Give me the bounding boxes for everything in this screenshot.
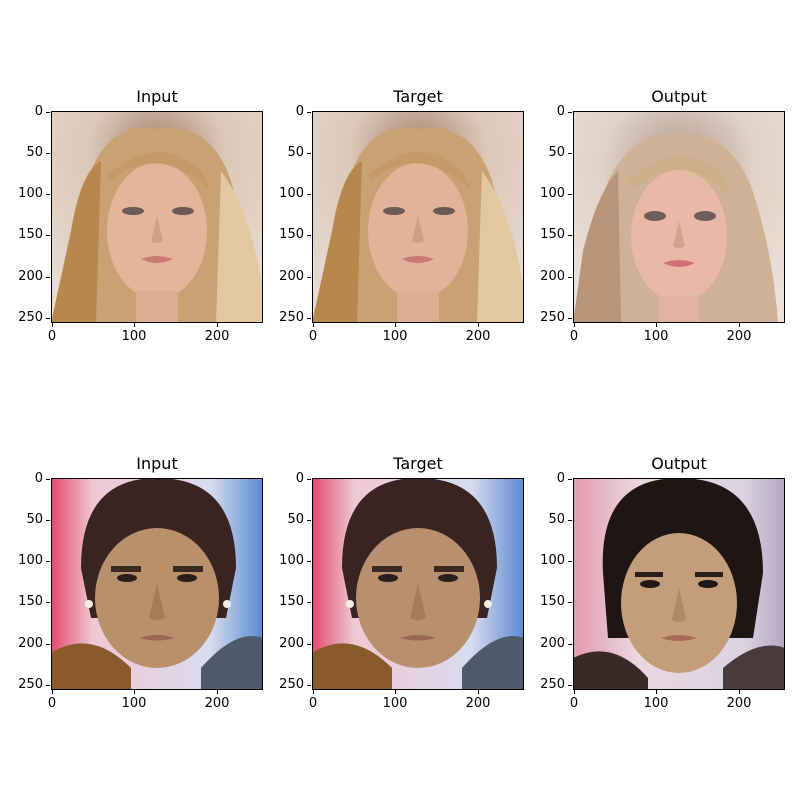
y-tick-label: 150	[279, 594, 304, 609]
y-tick-label: 200	[18, 636, 43, 651]
x-tick-label: 0	[569, 696, 579, 711]
x-tick-label: 100	[382, 696, 408, 711]
x-tick-label: 100	[643, 696, 669, 711]
axes-frame	[51, 478, 263, 690]
x-tick-label: 100	[382, 329, 408, 344]
axes-frame	[573, 478, 785, 690]
y-tick-label: 0	[556, 471, 565, 486]
y-tick-label: 150	[18, 227, 43, 242]
y-tick-label: 0	[295, 104, 304, 119]
y-tick-label: 0	[295, 471, 304, 486]
face-image-blonde-woman-generated	[573, 111, 785, 323]
y-tick-label: 250	[279, 677, 304, 692]
y-tick-label: 250	[540, 677, 565, 692]
y-tick-label: 250	[279, 310, 304, 325]
panel-row2-input: Input 0 50 100 150 200 250	[18, 454, 263, 711]
face-image-dark-haired-woman	[312, 478, 524, 690]
y-tick-label: 250	[18, 677, 43, 692]
panel-row1-output: Output 0 50 100 150 200 250 0 100 200	[540, 87, 785, 344]
axes-frame	[51, 111, 263, 323]
y-tick-label: 50	[548, 512, 565, 527]
x-tick-label: 200	[465, 329, 491, 344]
panel-title: Input	[136, 87, 178, 106]
y-tick-label: 100	[540, 553, 565, 568]
y-tick-label: 250	[540, 310, 565, 325]
x-tick-label: 100	[121, 329, 147, 344]
y-tick-label: 150	[540, 227, 565, 242]
face-image-dark-haired-woman-generated	[573, 478, 785, 690]
y-tick-label: 100	[18, 186, 43, 201]
y-tick-label: 200	[18, 269, 43, 284]
y-tick-label: 100	[18, 553, 43, 568]
x-tick-label: 200	[204, 329, 230, 344]
y-tick-label: 0	[34, 471, 43, 486]
y-tick-label: 0	[556, 104, 565, 119]
y-tick-label: 100	[279, 186, 304, 201]
panel-title: Input	[136, 454, 178, 473]
axes-frame	[312, 478, 524, 690]
axes-frame	[312, 111, 524, 323]
y-tick-label: 50	[287, 512, 304, 527]
x-tick-label: 100	[121, 696, 147, 711]
y-tick-label: 100	[279, 553, 304, 568]
y-tick-label: 150	[540, 594, 565, 609]
face-image-dark-haired-woman	[51, 478, 263, 690]
y-tick-label: 0	[34, 104, 43, 119]
panel-row1-target: Target 0 50 100 150 200 250 0 100 200	[279, 87, 524, 344]
y-tick-label: 50	[26, 512, 43, 527]
x-tick-label: 0	[569, 329, 579, 344]
x-tick-label: 0	[308, 696, 318, 711]
panel-title: Output	[651, 87, 707, 106]
axes-frame	[573, 111, 785, 323]
x-tick-label: 0	[47, 329, 57, 344]
x-tick-label: 100	[643, 329, 669, 344]
y-tick-label: 50	[548, 145, 565, 160]
face-image-blonde-woman	[312, 111, 524, 323]
x-tick-label: 200	[465, 696, 491, 711]
panel-row1-input: Input 0 50 100 150 200 250 0 100 200	[18, 87, 263, 344]
y-tick-label: 200	[279, 636, 304, 651]
y-tick-label: 200	[540, 636, 565, 651]
face-image-blonde-woman	[51, 111, 263, 323]
y-tick-label: 50	[26, 145, 43, 160]
x-tick-label: 200	[726, 696, 752, 711]
y-tick-label: 250	[18, 310, 43, 325]
panel-row2-target: Target 0 50 100 150 200 250	[279, 454, 524, 711]
panel-title: Output	[651, 454, 707, 473]
y-tick-label: 150	[279, 227, 304, 242]
panel-row2-output: Output 0 50 100 150 200 250 0 100 20	[540, 454, 785, 711]
y-tick-label: 100	[540, 186, 565, 201]
x-tick-label: 0	[47, 696, 57, 711]
x-tick-label: 200	[726, 329, 752, 344]
y-tick-label: 200	[279, 269, 304, 284]
x-tick-label: 200	[204, 696, 230, 711]
panel-title: Target	[393, 87, 443, 106]
x-tick-label: 0	[308, 329, 318, 344]
panel-title: Target	[393, 454, 443, 473]
y-tick-label: 200	[540, 269, 565, 284]
y-tick-label: 150	[18, 594, 43, 609]
y-tick-label: 50	[287, 145, 304, 160]
